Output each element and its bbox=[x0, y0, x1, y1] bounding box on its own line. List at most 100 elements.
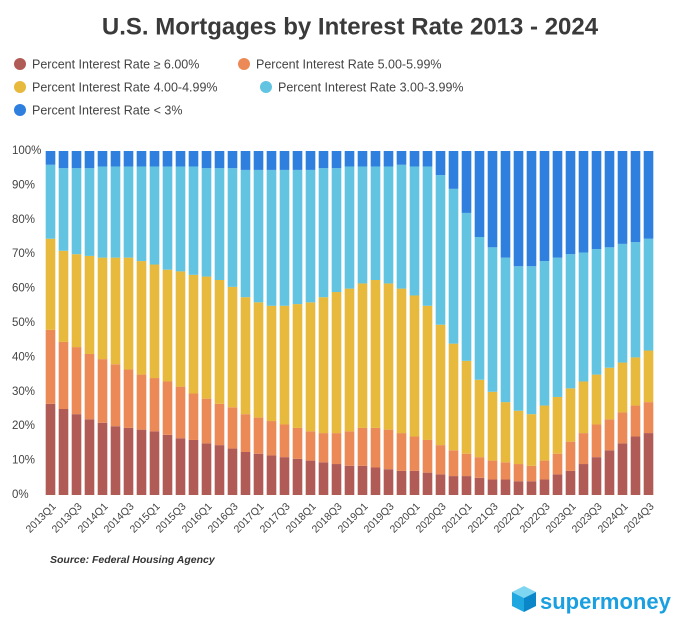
bar-segment bbox=[539, 479, 550, 495]
bar-segment bbox=[643, 402, 654, 434]
bar-segment bbox=[240, 452, 251, 495]
bar-segment bbox=[591, 249, 602, 375]
bar-segment bbox=[500, 462, 511, 480]
bar-segment bbox=[266, 455, 277, 495]
legend-label: Percent Interest Rate 4.00-4.99% bbox=[32, 80, 218, 94]
bar-segment bbox=[162, 269, 173, 382]
bar-segment bbox=[318, 462, 329, 495]
bar-segment bbox=[383, 166, 394, 284]
bar-segment bbox=[227, 286, 238, 408]
bar-segment bbox=[71, 347, 82, 415]
bar-segment bbox=[318, 297, 329, 434]
bar-segment bbox=[45, 329, 56, 404]
bar-segment bbox=[110, 151, 121, 167]
logo: supermoney bbox=[540, 589, 672, 614]
bar-segment bbox=[331, 151, 342, 169]
bar-segment bbox=[578, 464, 589, 495]
bar-segment bbox=[487, 479, 498, 495]
bar-segment bbox=[565, 470, 576, 495]
bar-segment bbox=[487, 391, 498, 461]
bar-segment bbox=[552, 257, 563, 397]
y-tick-label: 90% bbox=[12, 179, 35, 191]
bar-segment bbox=[357, 427, 368, 466]
bar-segment bbox=[435, 151, 446, 176]
bar-segment bbox=[45, 164, 56, 239]
bar-segment bbox=[175, 166, 186, 272]
bar-segment bbox=[552, 474, 563, 495]
bar-segment bbox=[539, 261, 550, 406]
bar-segment bbox=[513, 481, 524, 495]
bar-segment bbox=[552, 453, 563, 475]
bar-segment bbox=[344, 151, 355, 167]
bar-segment bbox=[474, 457, 485, 478]
bar-segment bbox=[396, 470, 407, 495]
bar-segment bbox=[58, 250, 69, 342]
bar-segment bbox=[123, 369, 134, 428]
bar-segment bbox=[591, 457, 602, 495]
bar-segment bbox=[643, 151, 654, 239]
bar-segment bbox=[227, 448, 238, 495]
bar-segment bbox=[45, 403, 56, 495]
bar-segment bbox=[435, 445, 446, 475]
bar-segment bbox=[630, 405, 641, 437]
bar-segment bbox=[422, 151, 433, 167]
bar-segment bbox=[71, 151, 82, 169]
bar-segment bbox=[539, 405, 550, 461]
bar-segment bbox=[578, 433, 589, 465]
bar-segment bbox=[578, 381, 589, 434]
bar-segment bbox=[279, 151, 290, 170]
bar-segment bbox=[344, 431, 355, 466]
bar-segment bbox=[84, 168, 95, 256]
bar-segment bbox=[370, 166, 381, 280]
bar-segment bbox=[422, 472, 433, 495]
bar-segment bbox=[149, 264, 160, 379]
bar-segment bbox=[383, 429, 394, 470]
bar-segment bbox=[474, 237, 485, 380]
bar-segment bbox=[136, 151, 147, 167]
bar-segment bbox=[97, 359, 108, 423]
bar-segment bbox=[110, 426, 121, 495]
bar-segment bbox=[136, 374, 147, 430]
bar-segment bbox=[58, 341, 69, 409]
bar-segment bbox=[214, 168, 225, 280]
legend-label: Percent Interest Rate ≥ 6.00% bbox=[32, 57, 199, 71]
bar-segment bbox=[305, 151, 316, 170]
bar-segment bbox=[643, 433, 654, 495]
bar-segment bbox=[292, 169, 303, 305]
bar-segment bbox=[188, 274, 199, 394]
bar-segment bbox=[123, 427, 134, 495]
bar-segment bbox=[370, 151, 381, 167]
bar-segment bbox=[383, 151, 394, 167]
bar-segment bbox=[474, 151, 485, 237]
bar-segment bbox=[448, 343, 459, 451]
bar-segment bbox=[617, 443, 628, 495]
bar-segment bbox=[318, 433, 329, 463]
legend-swatch bbox=[14, 104, 26, 116]
bar-segment bbox=[591, 374, 602, 425]
bar-segment bbox=[513, 464, 524, 482]
bar-segment bbox=[71, 254, 82, 348]
bar-segment bbox=[578, 252, 589, 382]
bar-segment bbox=[175, 271, 186, 387]
y-tick-label: 50% bbox=[12, 317, 35, 329]
bar-segment bbox=[643, 238, 654, 351]
bar-segment bbox=[565, 388, 576, 442]
bar-segment bbox=[422, 305, 433, 440]
bar-segment bbox=[149, 378, 160, 432]
bar-segment bbox=[201, 276, 212, 399]
bar-segment bbox=[526, 151, 537, 267]
bar-segment bbox=[227, 407, 238, 449]
y-tick-label: 80% bbox=[12, 214, 35, 226]
bar-segment bbox=[617, 362, 628, 413]
bar-segment bbox=[240, 414, 251, 452]
bar-segment bbox=[162, 434, 173, 495]
legend-swatch bbox=[238, 58, 250, 70]
bar-segment bbox=[617, 412, 628, 444]
bar-segment bbox=[201, 443, 212, 495]
bar-segment bbox=[643, 350, 654, 403]
bar-segment bbox=[149, 431, 160, 495]
bar-segment bbox=[214, 445, 225, 495]
bar-segment bbox=[526, 414, 537, 466]
bar-segment bbox=[45, 151, 56, 165]
